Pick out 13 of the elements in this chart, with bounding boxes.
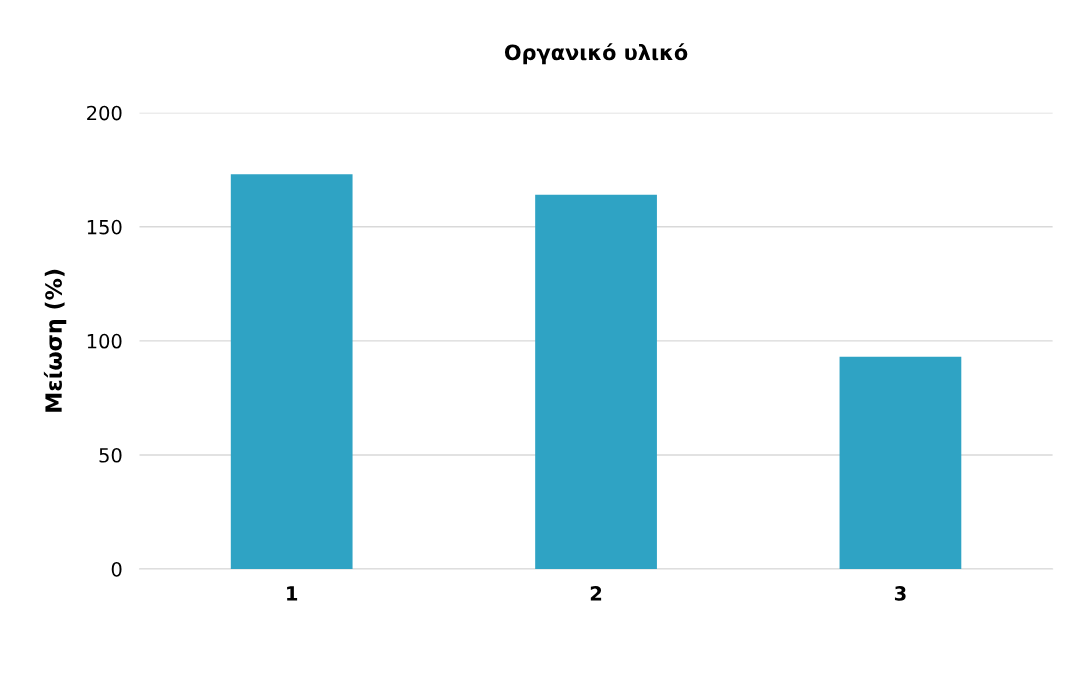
y-tick-label: 0	[111, 561, 122, 577]
y-tick-label: 100	[87, 333, 122, 349]
bar	[230, 174, 353, 570]
x-tick-label: 3	[894, 586, 906, 601]
bar	[839, 356, 962, 570]
y-axis-title: Μείωση (%)	[43, 269, 67, 412]
bar	[535, 194, 657, 570]
x-tick-label: 1	[287, 586, 298, 601]
x-tick-label: 2	[590, 586, 602, 601]
y-tick-label: 200	[87, 105, 122, 121]
y-tick-label: 150	[87, 219, 122, 235]
y-tick-label: 50	[99, 447, 122, 463]
chart-title: Οργανικό υλικό	[504, 43, 688, 65]
